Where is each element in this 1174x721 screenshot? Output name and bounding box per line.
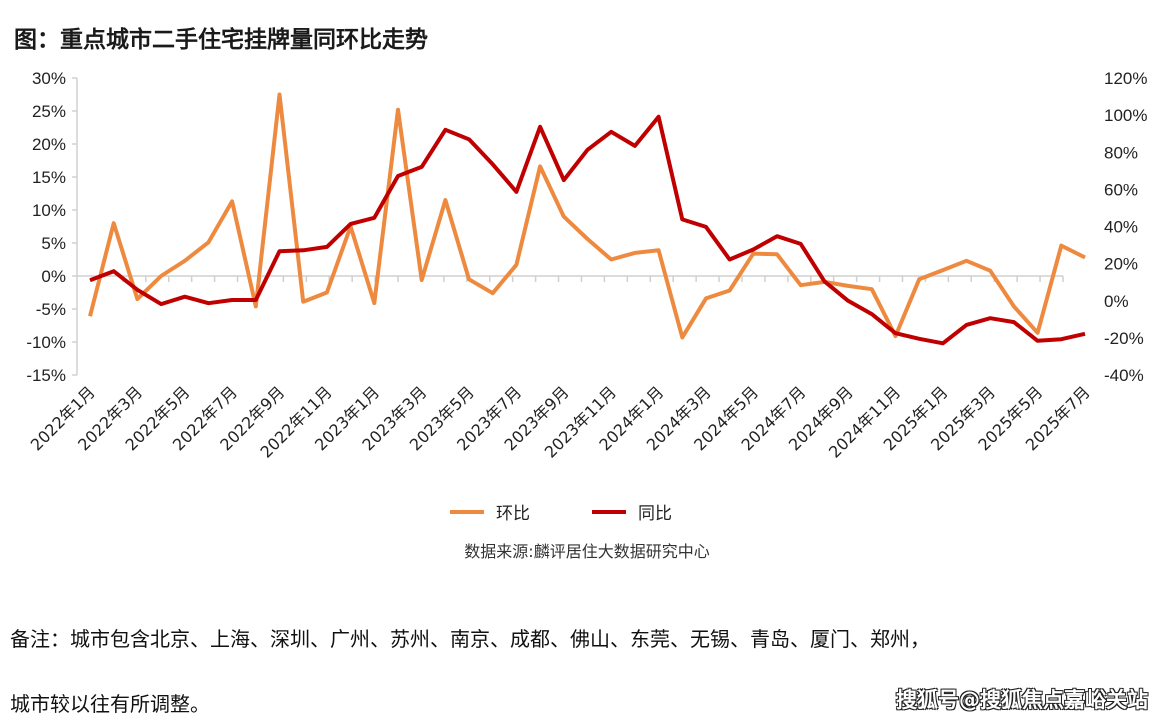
right-axis-tick-label: 80% xyxy=(1104,143,1138,162)
left-axis-tick-label: 0% xyxy=(41,267,66,286)
left-axis-tick-label: 30% xyxy=(32,69,66,88)
right-axis-tick-label: 20% xyxy=(1104,255,1138,274)
legend-swatch-mom xyxy=(450,509,484,514)
legend-label-mom: 环比 xyxy=(496,504,530,524)
series-line-mom xyxy=(88,92,1086,340)
footnote-line-1: 备注：城市包含北京、上海、深圳、广州、苏州、南京、成都、佛山、东莞、无锡、青岛、… xyxy=(10,627,930,651)
right-axis-tick-label: 40% xyxy=(1104,218,1138,237)
right-axis-tick-label: 0% xyxy=(1104,292,1129,311)
left-axis-tick-label: 25% xyxy=(32,102,66,121)
legend-item-mom: 环比 xyxy=(450,499,530,524)
source-note: 数据来源:麟评居住大数据研究中心 xyxy=(0,538,1174,562)
legend-label-yoy: 同比 xyxy=(638,504,672,524)
series-line-yoy xyxy=(89,114,1086,346)
left-axis-tick-label: 10% xyxy=(32,201,66,220)
chart-title: 图：重点城市二手住宅挂牌量同环比走势 xyxy=(14,27,428,53)
watermark: 搜狐号@搜狐焦点嘉峪关站 xyxy=(896,688,1148,712)
footnote-line-2: 城市较以往有所调整。 xyxy=(10,692,210,716)
legend-item-yoy: 同比 xyxy=(592,499,672,524)
left-axis-tick-label: -15% xyxy=(26,366,66,385)
right-axis-tick-label: 60% xyxy=(1104,180,1138,199)
right-axis-tick-label: -40% xyxy=(1104,366,1144,385)
left-axis-tick-label: -5% xyxy=(36,300,66,319)
left-axis-tick-label: 20% xyxy=(32,135,66,154)
left-axis-tick-label: 15% xyxy=(32,168,66,187)
source-text: 数据来源:麟评居住大数据研究中心 xyxy=(464,542,710,561)
right-axis-tick-label: -20% xyxy=(1104,329,1144,348)
left-axis-tick-label: 5% xyxy=(41,234,66,253)
right-axis-tick-label: 100% xyxy=(1104,106,1147,125)
legend-swatch-yoy xyxy=(592,509,626,514)
legend: 环比 同比 xyxy=(450,499,734,524)
right-axis-tick-label: 120% xyxy=(1104,69,1147,88)
left-axis-tick-label: -10% xyxy=(26,333,66,352)
